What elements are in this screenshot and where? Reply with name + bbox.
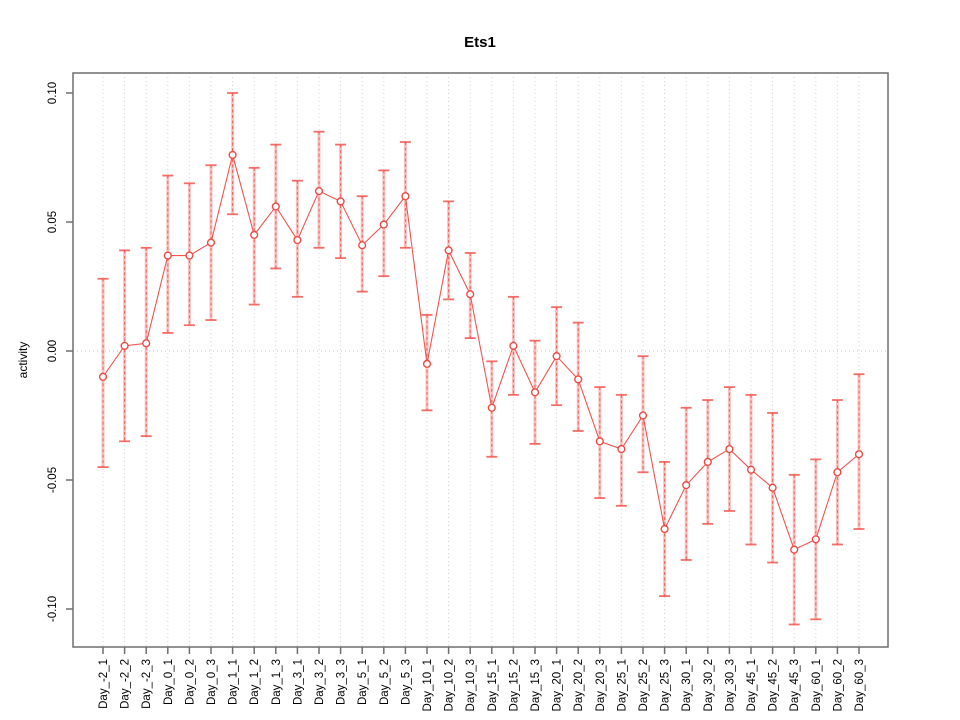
data-point-marker xyxy=(725,444,734,454)
x-tick-label: Day_30_1 xyxy=(681,659,693,711)
plot-frame xyxy=(72,72,889,648)
x-tick-label: Day_3_1 xyxy=(292,659,304,705)
y-tick-label: -0.05 xyxy=(47,467,59,493)
x-tick-label: Day_-2_2 xyxy=(120,659,132,709)
x-tick-label: Day_10_2 xyxy=(444,659,456,711)
x-tick-label: Day_45_1 xyxy=(746,659,758,711)
y-tick-label: 0.00 xyxy=(47,340,59,362)
x-tick-label: Day_20_1 xyxy=(552,659,564,711)
data-point-marker xyxy=(250,230,259,240)
x-tick-label: Day_10_3 xyxy=(465,659,477,711)
data-point-marker xyxy=(660,524,669,534)
y-tick-label: 0.10 xyxy=(47,82,59,104)
data-point-marker xyxy=(466,290,475,299)
series-line xyxy=(102,154,860,551)
series-line-layer xyxy=(102,154,860,551)
grid-layer xyxy=(73,73,888,647)
data-point-marker xyxy=(185,251,194,260)
x-tick-label: Day_10_1 xyxy=(422,659,434,711)
x-tick-label: Day_1_3 xyxy=(271,659,283,705)
data-point-marker xyxy=(314,186,324,196)
data-point-marker xyxy=(638,411,648,420)
data-point-marker xyxy=(120,341,129,350)
y-tick-label: -0.10 xyxy=(47,596,59,622)
data-point-marker xyxy=(811,535,820,544)
data-point-marker xyxy=(379,220,388,229)
data-point-marker xyxy=(617,444,626,454)
x-tick-label: Day_45_2 xyxy=(768,659,780,711)
x-tick-label: Day_60_1 xyxy=(811,659,823,711)
x-tick-label: Day_-2_3 xyxy=(141,659,153,709)
data-point-marker xyxy=(746,465,756,474)
x-tick-label: Day_5_2 xyxy=(379,659,391,705)
x-tick-label: Day_30_2 xyxy=(703,659,715,711)
data-point-marker xyxy=(703,457,712,467)
data-point-marker xyxy=(401,192,410,201)
x-tick-label: Day_1_2 xyxy=(249,659,261,705)
data-point-marker xyxy=(163,251,172,260)
y-tick-label: 0.05 xyxy=(47,211,59,233)
data-point-marker xyxy=(509,341,518,350)
data-point-marker xyxy=(271,202,280,211)
data-point-marker xyxy=(833,468,842,477)
x-tick-label: Day_15_3 xyxy=(530,659,542,711)
data-point-marker xyxy=(682,481,691,490)
data-point-marker xyxy=(854,450,864,459)
x-tick-label: Day_3_2 xyxy=(314,659,326,705)
data-point-marker xyxy=(768,483,777,492)
x-tick-label: Day_60_3 xyxy=(854,659,866,711)
x-tick-label: Day_60_2 xyxy=(832,659,844,711)
data-point-marker xyxy=(142,339,151,348)
data-point-marker xyxy=(358,241,367,250)
x-tick-label: Day_20_3 xyxy=(595,659,607,711)
x-tick-label: Day_15_1 xyxy=(487,659,499,711)
data-point-marker xyxy=(790,545,799,554)
x-tick-label: Day_25_1 xyxy=(616,659,628,711)
data-point-marker xyxy=(422,359,432,369)
error-bar-layer xyxy=(97,92,865,626)
x-tick-label: Day_-2_1 xyxy=(98,659,110,709)
plot-frame-layer xyxy=(72,72,889,648)
x-tick-label: Day_0_3 xyxy=(206,659,218,705)
data-point-marker xyxy=(530,388,540,397)
x-tick-label: Day_30_3 xyxy=(724,659,736,711)
chart-title: Ets1 xyxy=(464,34,496,51)
x-tick-label: Day_25_3 xyxy=(660,659,672,711)
data-point-marker xyxy=(552,352,561,361)
x-tick-label: Day_5_3 xyxy=(400,659,412,705)
data-point-marker xyxy=(487,403,496,412)
data-point-marker xyxy=(595,437,604,446)
x-tick-label: Day_5_1 xyxy=(357,659,369,705)
x-tick-label: Day_20_2 xyxy=(573,659,585,711)
x-tick-label: Day_15_2 xyxy=(508,659,520,711)
data-point-marker xyxy=(98,372,108,381)
x-tick-label: Day_0_2 xyxy=(184,659,196,705)
data-point-marker xyxy=(206,238,216,247)
x-tick-label: Day_1_1 xyxy=(228,659,240,705)
data-point-marker xyxy=(293,235,302,245)
x-tick-label: Day_25_2 xyxy=(638,659,650,711)
data-point-marker xyxy=(228,150,237,160)
data-point-marker xyxy=(444,246,453,255)
y-axis-label: activity xyxy=(16,342,30,379)
x-tick-label: Day_3_3 xyxy=(336,659,348,705)
data-point-marker xyxy=(336,197,345,206)
x-tick-label: Day_45_3 xyxy=(789,659,801,711)
marker-layer xyxy=(98,150,864,554)
data-point-marker xyxy=(574,375,583,384)
x-tick-label: Day_0_1 xyxy=(163,659,175,705)
axis-tick-layer: 0.10 0.05 0.00 -0.05 -0.10 Day_-2_1 Day_-2_2 Da… xyxy=(47,82,866,712)
